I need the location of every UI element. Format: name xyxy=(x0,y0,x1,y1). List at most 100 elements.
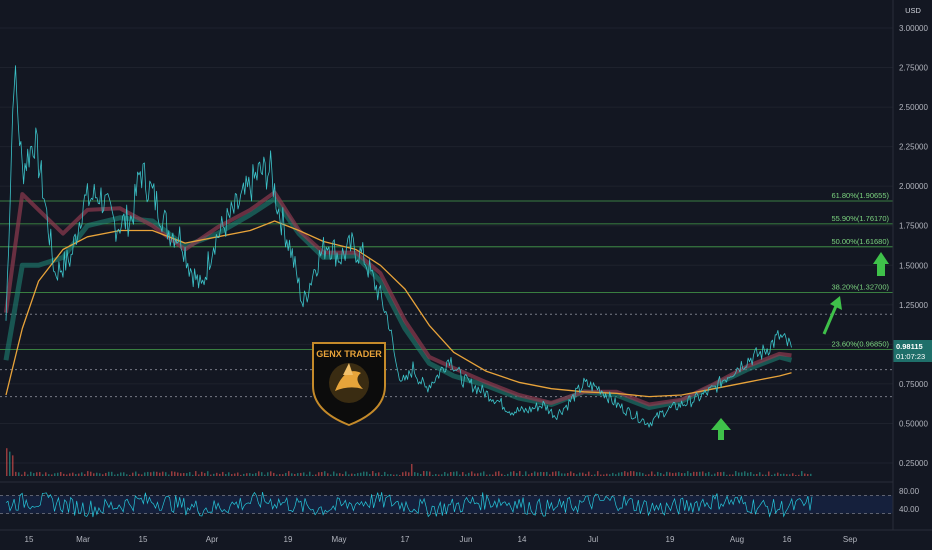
volume-bar xyxy=(264,474,266,476)
volume-bar xyxy=(252,473,254,476)
volume-bar xyxy=(366,471,368,476)
volume-bar xyxy=(648,474,650,476)
volume-bar xyxy=(594,474,596,476)
volume-bar xyxy=(372,471,374,476)
volume-bar xyxy=(237,472,239,476)
volume-bar xyxy=(738,472,740,476)
volume-bar xyxy=(39,472,41,476)
volume-bar xyxy=(378,472,380,476)
volume-bar xyxy=(534,471,536,476)
volume-bar xyxy=(612,472,614,476)
price-tick-label: 0.50000 xyxy=(899,419,928,428)
volume-bar xyxy=(204,473,206,476)
volume-bar xyxy=(165,472,167,476)
volume-bar xyxy=(375,473,377,476)
volume-bar xyxy=(549,474,551,476)
volume-bar xyxy=(519,471,521,476)
volume-bar xyxy=(420,473,422,476)
volume-bar xyxy=(669,472,671,476)
volume-bar xyxy=(573,473,575,476)
volume-bar xyxy=(162,471,164,476)
volume-bar xyxy=(489,474,491,476)
volume-bar xyxy=(285,472,287,476)
volume-bar xyxy=(708,471,710,476)
volume-bar xyxy=(333,471,335,476)
volume-bar xyxy=(585,473,587,476)
volume-bar xyxy=(495,471,497,476)
volume-bar xyxy=(678,472,680,476)
volume-bar xyxy=(210,474,212,476)
volume-bar xyxy=(762,474,764,476)
volume-bar xyxy=(75,474,77,476)
volume-bar xyxy=(681,473,683,476)
time-tick-label: 17 xyxy=(401,535,410,544)
volume-bar xyxy=(18,472,20,476)
volume-bar xyxy=(57,472,59,476)
volume-bar xyxy=(231,474,233,476)
volume-bar xyxy=(300,472,302,476)
volume-bar xyxy=(435,474,437,476)
price-tick-label: 3.00000 xyxy=(899,24,928,33)
rsi-tick-label: 80.00 xyxy=(899,487,920,496)
volume-bar xyxy=(510,471,512,476)
volume-bar xyxy=(807,474,809,476)
volume-bar xyxy=(432,474,434,476)
genx-trader-logo: GENX TRADER xyxy=(312,342,386,427)
volume-bar xyxy=(624,471,626,476)
volume-bar xyxy=(381,474,383,476)
volume-bar xyxy=(216,472,218,476)
volume-bar xyxy=(189,472,191,476)
volume-bar xyxy=(672,473,674,476)
volume-bar xyxy=(303,472,305,476)
volume-bar xyxy=(363,471,365,476)
time-tick-label: 14 xyxy=(518,535,527,544)
volume-bar xyxy=(411,464,413,476)
volume-bar xyxy=(33,473,35,476)
volume-bar xyxy=(117,473,119,476)
volume-bar xyxy=(30,471,32,476)
volume-bar xyxy=(246,473,248,476)
volume-bar xyxy=(339,473,341,476)
volume-bar xyxy=(243,473,245,476)
volume-bar xyxy=(219,473,221,476)
ema-red-band xyxy=(4,190,792,407)
currency-label: USD xyxy=(905,6,921,15)
price-tick-label: 0.75000 xyxy=(899,380,928,389)
volume-bar xyxy=(21,474,23,476)
volume-bar xyxy=(294,474,296,476)
volume-bar xyxy=(567,472,569,476)
volume-bar xyxy=(120,472,122,476)
volume-bar xyxy=(555,471,557,476)
volume-bar xyxy=(576,474,578,476)
volume-bar xyxy=(393,474,395,476)
volume-bar xyxy=(507,473,509,476)
volume-bar xyxy=(744,471,746,476)
volume-bar xyxy=(438,474,440,476)
volume-bar xyxy=(618,472,620,476)
price-tick-label: 1.75000 xyxy=(899,222,928,231)
volume-bar xyxy=(726,474,728,476)
volume-bar xyxy=(561,473,563,476)
volume-bar xyxy=(477,473,479,476)
volume-bar xyxy=(798,474,800,476)
volume-bar xyxy=(486,474,488,476)
volume-bar xyxy=(582,472,584,476)
volume-bar xyxy=(123,472,125,476)
volume-bar xyxy=(522,474,524,476)
volume-bar xyxy=(240,474,242,476)
fib-label: 61.80%(1.90655) xyxy=(831,191,889,200)
volume-bar xyxy=(735,471,737,476)
volume-bar xyxy=(105,472,107,476)
volume-bar xyxy=(345,471,347,476)
volume-bar xyxy=(732,474,734,476)
volume-bar xyxy=(387,474,389,476)
volume-bar xyxy=(318,472,320,476)
volume-bar xyxy=(642,473,644,476)
volume-bar xyxy=(756,473,758,476)
volume-bar xyxy=(255,473,257,476)
volume-bar xyxy=(513,471,515,476)
volume-bar xyxy=(126,474,128,476)
volume-bar xyxy=(342,474,344,476)
